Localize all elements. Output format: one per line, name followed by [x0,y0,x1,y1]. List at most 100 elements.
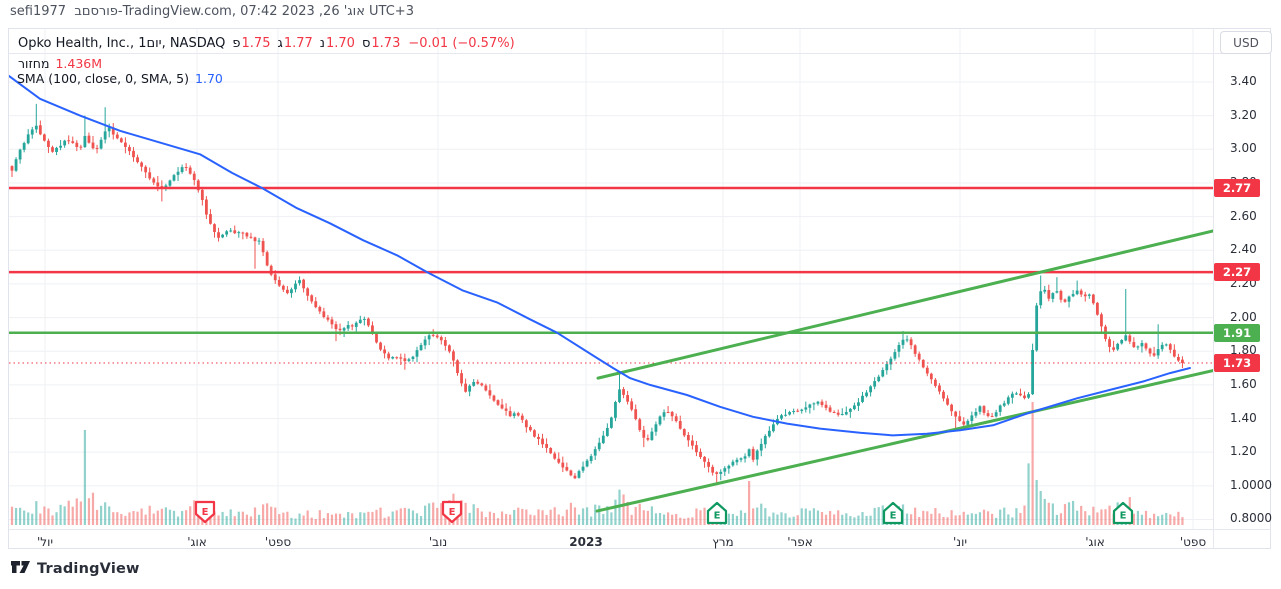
earnings-letter: E [714,511,721,522]
volume-legend[interactable]: מחזור 1.436M [18,56,102,71]
candle-body [1108,339,1111,347]
candle-body [1027,394,1030,398]
volume-bar [270,506,273,525]
tradingview-logo-icon [11,561,30,573]
candle-body [294,283,297,290]
candle-body [537,436,540,440]
candle-body [229,230,233,232]
candle-body [281,285,285,290]
candle-body [448,345,451,352]
volume-bar [472,504,475,525]
sma-legend[interactable]: SMA (100, close, 0, SMA, 5) 1.70 [17,71,223,86]
candle-body [302,279,305,289]
candle-body [873,381,877,387]
volume-bar [100,505,103,525]
published-info-segment: -TradingView.com, 07:42 2023 ,26 [117,4,344,19]
candle-body [642,429,646,438]
candle-body [233,230,237,234]
candle-body [261,241,265,253]
volume-bar [642,510,645,525]
candle-body [1144,343,1148,349]
candle-body [812,403,816,405]
volume-bar [306,510,309,525]
candle-body [1023,395,1026,399]
candle-body [346,325,350,329]
candle-body [565,466,569,471]
price-tick-label: 2.60 [1230,208,1257,223]
price-axis-separator [1213,29,1214,549]
price-tick-label: 3.00 [1230,141,1257,156]
candle-body [124,142,127,147]
candle-body [650,431,654,441]
volume-bar [91,492,95,525]
earnings-icon[interactable] [441,500,463,524]
candle-body [857,402,860,406]
candle-body [253,237,257,242]
candle-body [10,166,14,171]
symbol-legend[interactable]: Opko Health, Inc., 1יום, NASDAQ פ1.75 ג1.… [18,34,515,52]
volume-bar [1096,512,1099,525]
earnings-icon[interactable] [706,501,728,525]
candle-body [342,328,346,331]
volume-bar [359,512,362,525]
volume-bar [1169,514,1172,525]
candle-body [524,420,528,428]
tradingview-attribution[interactable]: TradingView [10,560,140,577]
volume-bar [614,499,617,525]
volume-bar [549,509,552,525]
candle-body [682,429,686,436]
volume-bar [1153,513,1156,525]
volume-bar [942,516,945,525]
volume-bar [1132,513,1135,525]
volume-bar [849,516,852,525]
candle-body [646,438,650,440]
tradingview-logo-text: TradingView [37,560,140,577]
candle-body [136,157,139,163]
volume-bar [424,505,427,525]
volume-bar [586,507,589,525]
volume-bar [428,503,431,525]
volume-bar [881,505,884,525]
volume-bar [116,512,119,525]
candle-body [533,430,536,437]
volume-bar [606,506,609,525]
volume-bar [411,510,415,525]
earnings-icon[interactable] [1112,501,1134,525]
earnings-icon[interactable] [882,501,904,525]
sma-line[interactable] [8,74,1191,437]
ohlc-values: פ1.75 ג1.77 נ1.70 ס1.73 [225,36,400,51]
trendline[interactable] [595,369,1213,513]
candle-body [743,456,747,459]
candle-body [168,180,172,186]
volume-bar [561,516,564,525]
candle-body [1071,294,1075,297]
volume-bar [869,515,872,525]
currency-toggle-button[interactable]: USD [1220,31,1272,54]
candle-body [1039,291,1043,306]
candle-body [893,352,897,359]
candle-body [103,131,107,140]
volume-bar [355,518,358,525]
candle-body [1063,299,1067,302]
volume-bar [1019,512,1022,525]
volume-bar [995,517,998,525]
volume-bar [910,514,913,525]
published-info-segment: ב [70,4,82,19]
candle-body [14,159,18,171]
volume-bar [225,516,228,525]
candle-body [889,358,893,365]
candle-body [1096,302,1099,315]
earnings-icon[interactable] [194,500,216,524]
volume-bar [662,514,666,525]
volume-bar [581,508,585,525]
candle-body [1120,340,1124,344]
volume-bar [545,514,548,525]
volume-bar [39,513,42,525]
candle-body [739,458,743,460]
trendline[interactable] [596,229,1213,380]
volume-bar [792,516,795,525]
volume-bar [314,519,317,525]
volume-bar [978,512,982,525]
candle-body [605,427,609,436]
